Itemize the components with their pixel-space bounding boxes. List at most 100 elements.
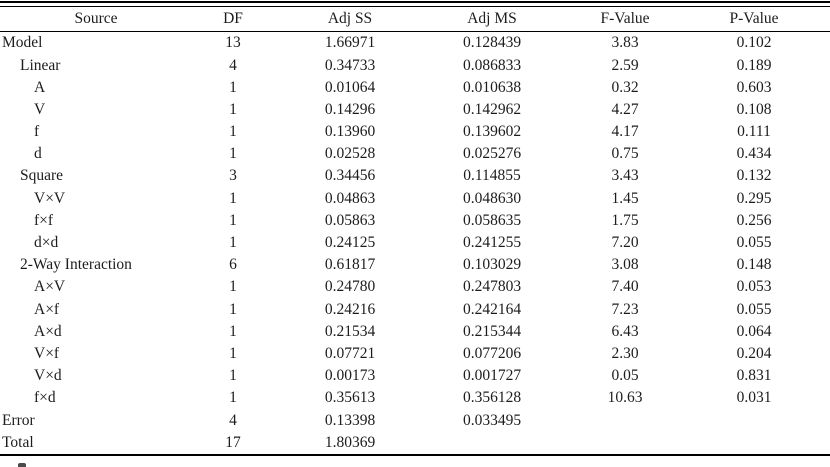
table-row: A×f 1 0.24216 0.242164 7.23 0.055: [0, 298, 830, 320]
table-row: Square 3 0.34456 0.114855 3.43 0.132: [0, 165, 830, 187]
cell-adj-ms: 0.114855: [463, 167, 521, 185]
cell-adj-ms: 0.142962: [462, 100, 522, 118]
table-row: A×d 1 0.21534 0.215344 6.43 0.064: [0, 320, 830, 342]
table-row: V×V 1 0.04863 0.048630 1.45 0.295: [0, 187, 830, 209]
cell-df: 6: [229, 256, 237, 274]
cell-adj-ss: 0.00173: [324, 367, 376, 385]
cell-f-value: 7.20: [611, 234, 639, 252]
cell-p-value: [692, 431, 830, 453]
cell-adj-ss: 0.34733: [324, 56, 376, 74]
cell-p-value: 0.053: [736, 278, 772, 296]
cell-p-value: 0.603: [736, 78, 772, 96]
cell-adj-ms: 0.048630: [462, 189, 522, 207]
cell-adj-ms: 0.103029: [462, 256, 522, 274]
table-row: V×d 1 0.00173 0.001727 0.05 0.831: [0, 365, 830, 387]
cell-source: f×f: [34, 211, 54, 229]
cell-p-value: 0.111: [737, 123, 771, 141]
cell-p-value: 0.064: [736, 322, 772, 340]
table-row: Model 13 1.66971 0.128439 3.83 0.102: [0, 32, 830, 55]
cell-source: 2-Way Interaction: [20, 256, 132, 274]
cell-f-value: 4.17: [611, 123, 639, 141]
cell-df: 1: [229, 344, 237, 362]
cell-f-value: 3.83: [611, 34, 639, 52]
cell-source: Total: [2, 433, 34, 451]
cell-source: A×f: [34, 300, 60, 318]
cell-p-value: 0.148: [736, 256, 772, 274]
cell-source: V×d: [34, 367, 62, 385]
cell-adj-ss: 0.24780: [324, 278, 376, 296]
cell-adj-ms: 0.356128: [462, 389, 522, 407]
table-row: d 1 0.02528 0.025276 0.75 0.434: [0, 143, 830, 165]
cell-adj-ss: 0.35613: [324, 389, 376, 407]
cell-source: V: [34, 100, 46, 118]
cell-source: A: [34, 78, 46, 96]
anova-table: Source DF Adj SS Adj MS F-Value P-Value …: [0, 7, 830, 454]
cell-df: 13: [225, 34, 241, 52]
bottom-rule: [0, 453, 830, 456]
cell-f-value: 0.32: [611, 78, 639, 96]
cell-df: 1: [229, 211, 237, 229]
cell-source: f×d: [34, 389, 56, 407]
table-row: f×d 1 0.35613 0.356128 10.63 0.031: [0, 387, 830, 409]
cell-source: Linear: [20, 56, 61, 74]
cell-f-value: 0.75: [611, 145, 639, 163]
cell-adj-ss: 0.04863: [324, 189, 376, 207]
column-header-adj-ss: Adj SS: [274, 7, 426, 32]
cell-df: 4: [229, 411, 237, 429]
cell-adj-ss: 0.05863: [324, 211, 376, 229]
cell-adj-ss: 0.02528: [324, 145, 376, 163]
table-row: A 1 0.01064 0.010638 0.32 0.603: [0, 76, 830, 98]
cell-f-value: 1.45: [611, 189, 639, 207]
cell-f-value: 1.75: [611, 211, 639, 229]
cell-df: 1: [229, 189, 237, 207]
cell-adj-ms: 0.139602: [462, 123, 522, 141]
cell-df: 1: [229, 300, 237, 318]
cell-source: f: [34, 123, 40, 141]
cell-adj-ss: 0.13398: [324, 411, 376, 429]
cell-f-value: 7.40: [611, 278, 639, 296]
cell-adj-ss: 1.66971: [324, 34, 376, 52]
table-row: Error 4 0.13398 0.033495: [0, 409, 830, 431]
cell-adj-ss: 0.34456: [324, 167, 376, 185]
cell-adj-ms: 0.215344: [462, 322, 522, 340]
cell-adj-ms: 0.242164: [462, 300, 522, 318]
table-row: Total 17 1.80369: [0, 431, 830, 453]
table-row: A×V 1 0.24780 0.247803 7.40 0.053: [0, 276, 830, 298]
column-header-p-value: P-Value: [692, 7, 830, 32]
cell-df: 1: [229, 78, 237, 96]
cell-p-value: 0.434: [736, 145, 772, 163]
cell-p-value: 0.295: [736, 189, 772, 207]
cell-adj-ms: 0.058635: [462, 211, 522, 229]
header-row: Source DF Adj SS Adj MS F-Value P-Value: [0, 7, 830, 32]
cell-p-value: 0.055: [736, 234, 772, 252]
cell-adj-ms: 0.001727: [462, 367, 522, 385]
cell-adj-ms: 0.033495: [462, 411, 522, 429]
cell-source: Square: [20, 167, 64, 185]
cell-source: A×d: [34, 322, 62, 340]
cell-source: Error: [2, 411, 35, 429]
cell-df: 1: [229, 278, 237, 296]
cell-adj-ss: 0.61817: [324, 256, 376, 274]
cell-p-value: 0.108: [736, 100, 772, 118]
top-double-rule: [0, 1, 830, 7]
cell-f-value: [558, 409, 692, 431]
cell-p-value: 0.256: [736, 211, 772, 229]
cell-df: 1: [229, 100, 237, 118]
cell-df: 1: [229, 322, 237, 340]
cell-source: V×V: [34, 189, 66, 207]
cell-f-value: 10.63: [607, 389, 643, 407]
cell-adj-ss: 0.24125: [324, 234, 376, 252]
cell-adj-ss: 1.80369: [324, 433, 376, 451]
column-header-source: Source: [0, 7, 192, 32]
cell-p-value: 0.831: [736, 367, 772, 385]
cell-source: d: [34, 145, 42, 163]
cell-df: 17: [225, 433, 241, 451]
cell-adj-ms: 0.010638: [462, 78, 522, 96]
table-row: d×d 1 0.24125 0.241255 7.20 0.055: [0, 232, 830, 254]
cell-f-value: 0.05: [611, 367, 639, 385]
cell-df: 4: [229, 56, 237, 74]
cell-p-value: 0.031: [736, 389, 772, 407]
cell-adj-ms: 0.247803: [462, 278, 522, 296]
column-header-df: DF: [192, 7, 274, 32]
